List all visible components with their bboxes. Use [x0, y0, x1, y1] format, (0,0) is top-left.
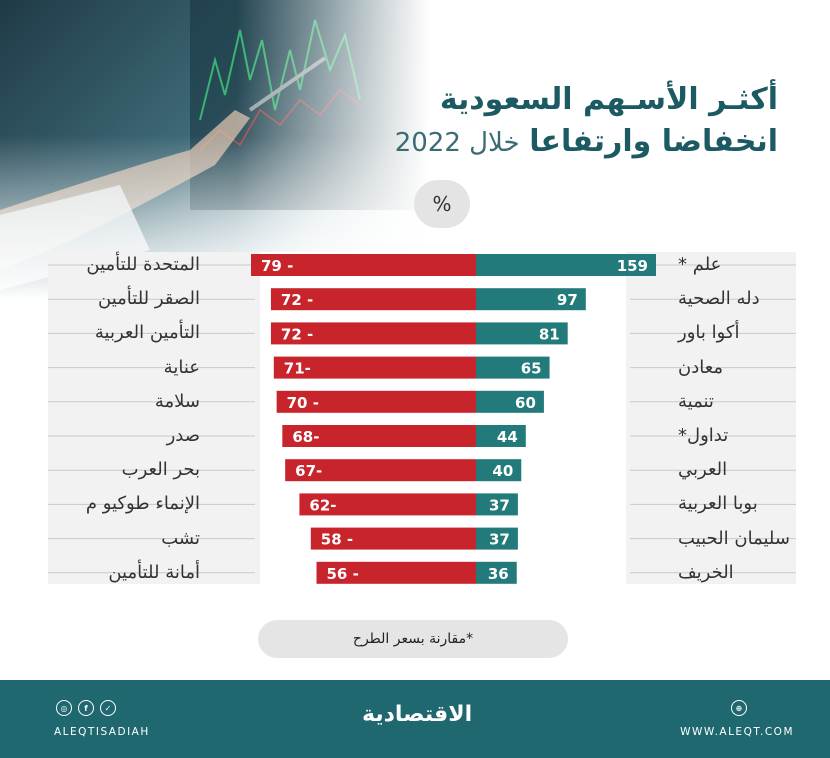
- decliner-name: المتحدة للتأمين: [86, 254, 200, 275]
- gainer-name: دله الصحية: [678, 288, 760, 310]
- decline-value-label: 79 -: [261, 257, 293, 275]
- rise-bar: [476, 527, 518, 550]
- decline-bar: [270, 322, 476, 345]
- decliner-name: بحر العرب: [121, 459, 200, 481]
- decline-bar: [285, 459, 476, 482]
- gainer-name: الخريف: [678, 561, 734, 583]
- decline-bar: [299, 493, 476, 516]
- title-line-1: أكثـر الأسـهم السعودية: [439, 82, 778, 117]
- decliner-name: عناية: [163, 356, 200, 378]
- decliner-name: تشب: [161, 527, 200, 549]
- decline-value-label: 58 -: [321, 531, 353, 549]
- decline-bar: [276, 390, 476, 413]
- title-line-2: انخفاضا وارتفاعا خلال 2022: [395, 124, 778, 159]
- decline-bar: [270, 288, 476, 311]
- logo: الاقتصادية: [362, 702, 473, 727]
- rise-bar: [476, 561, 517, 584]
- decliner-name: سلامة: [154, 390, 200, 412]
- header-photo: [0, 0, 430, 300]
- footer: ◎ f ✓ ALEQTISADIAH الاقتصادية ⊕ WWW.ALEQ…: [0, 680, 830, 758]
- title-line-2-bold: انخفاضا وارتفاعا: [529, 124, 778, 159]
- rise-bar: [476, 322, 568, 345]
- gainer-name: معادن: [678, 356, 724, 378]
- decline-bar: [316, 561, 476, 584]
- rise-value-label: 36: [488, 565, 509, 583]
- social-icons: ◎ f ✓: [56, 700, 116, 716]
- instagram-icon[interactable]: ◎: [56, 700, 72, 716]
- decliner-name: الإنماء طوكيو م: [85, 493, 200, 515]
- rise-value-label: 81: [539, 325, 560, 343]
- rise-value-label: 37: [489, 496, 510, 514]
- twitter-icon[interactable]: ✓: [100, 700, 116, 716]
- rise-value-label: 159: [617, 257, 648, 275]
- decliner-name: صدر: [166, 425, 200, 446]
- decline-value-label: 72 -: [281, 325, 313, 343]
- gainer-name: تداول*: [678, 425, 729, 446]
- globe-icon: ⊕: [731, 700, 747, 716]
- decliner-name: أمانة للتأمين: [108, 561, 200, 583]
- rise-bar: [476, 425, 526, 447]
- decline-value-label: 56 -: [327, 565, 359, 583]
- gainer-name: العربي: [678, 459, 728, 481]
- website-link[interactable]: WWW.ALEQT.COM: [680, 726, 794, 738]
- decline-value-label: 72 -: [281, 291, 313, 309]
- facebook-icon[interactable]: f: [78, 700, 94, 716]
- decline-value-label: 67-: [295, 462, 322, 480]
- unit-badge: %: [414, 180, 470, 228]
- decline-value-label: 68-: [292, 428, 319, 446]
- footnote: *مقارنة بسعر الطرح: [258, 620, 568, 658]
- diverging-bar-chart: 79 - 72 - 72 - 71- 70 - 68- 67- 62- 58 - 56 - 159 9…: [48, 254, 796, 584]
- rise-bar: [476, 356, 550, 379]
- decline-bar: [282, 425, 476, 447]
- rise-value-label: 60: [515, 394, 536, 412]
- gainer-name: أكوا باور: [678, 322, 740, 344]
- rise-bar: [476, 288, 586, 311]
- rise-value-label: 97: [557, 291, 578, 309]
- gainer-name: سليمان الحبيب: [678, 527, 790, 549]
- gainer-name: بوبا العربية: [678, 493, 758, 515]
- title-line-2-rest: خلال 2022: [394, 128, 520, 158]
- rise-value-label: 44: [497, 428, 518, 446]
- gainer-name: علم *: [678, 254, 722, 275]
- decliner-name: الصقر للتأمين: [98, 288, 200, 310]
- decline-bar: [251, 254, 476, 276]
- rise-bar: [476, 390, 544, 413]
- decline-value-label: 62-: [309, 496, 336, 514]
- rise-value-label: 40: [492, 462, 513, 480]
- decline-value-label: 71-: [284, 360, 311, 378]
- rise-value-label: 65: [521, 360, 542, 378]
- rise-value-label: 37: [489, 531, 510, 549]
- decliner-name: التأمين العربية: [94, 322, 200, 344]
- gainer-name: تنمية: [678, 390, 714, 412]
- rise-bar: [476, 459, 522, 482]
- social-handle[interactable]: ALEQTISADIAH: [54, 726, 150, 738]
- decline-bar: [310, 527, 476, 550]
- rise-bar: [476, 493, 518, 516]
- decline-value-label: 70 -: [287, 394, 319, 412]
- rise-bar: [476, 254, 656, 276]
- decline-bar: [273, 356, 476, 379]
